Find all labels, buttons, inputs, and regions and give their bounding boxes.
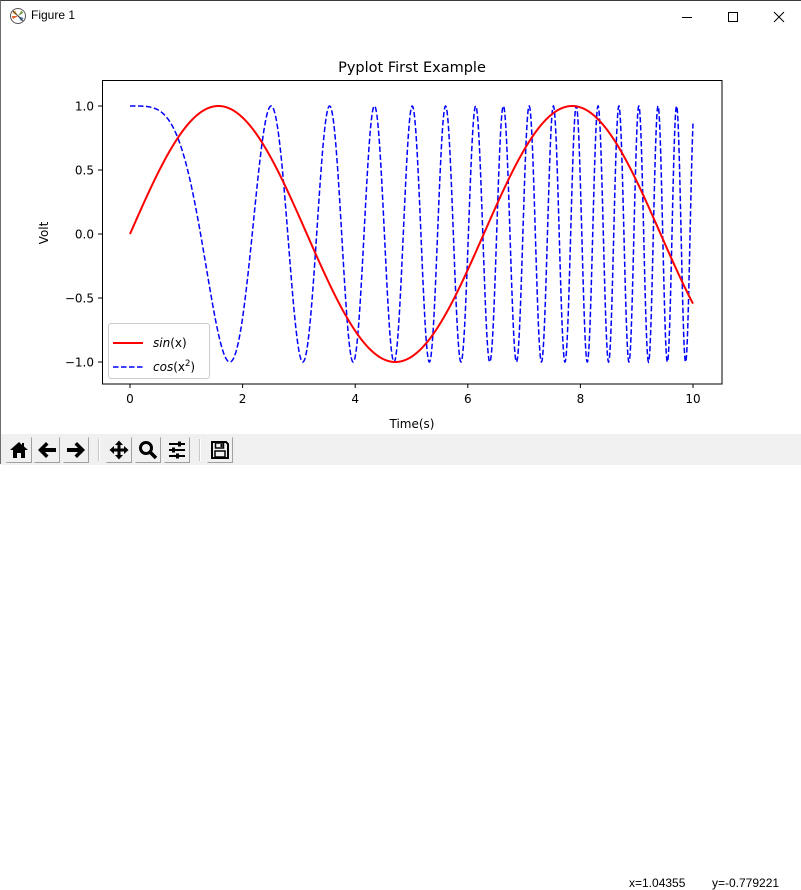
x-tick-label: 2 [239, 392, 247, 406]
back-button[interactable] [34, 437, 60, 463]
legend-sin-label: sin(x) [153, 336, 187, 350]
x-tick-label: 0 [126, 392, 134, 406]
floppy-disk-icon [211, 441, 229, 459]
maximize-icon [728, 11, 738, 22]
arrow-right-icon [67, 442, 85, 458]
minimize-button[interactable] [664, 1, 710, 32]
series-sin-x-line [129, 105, 694, 363]
x-tick-label: 6 [464, 392, 472, 406]
close-icon [773, 11, 785, 22]
magnifier-icon [139, 441, 158, 460]
toolbar-separator [98, 439, 100, 461]
arrow-left-icon [38, 442, 56, 458]
cursor-x-coordinate: x=1.04355 [629, 876, 686, 890]
x-axis-label: Time(s) [389, 417, 435, 431]
home-icon [10, 442, 28, 458]
zoom-button[interactable] [135, 437, 161, 463]
toolbar-separator [199, 439, 201, 461]
figure-canvas[interactable]: Pyplot First Example 0 2 4 6 8 10 1.0 0.5 0.0 −0… [1, 32, 801, 434]
y-tick-label: 0.5 [75, 164, 94, 178]
x-axis: 0 2 4 6 8 10 [126, 384, 701, 406]
close-button[interactable] [756, 1, 801, 32]
x-tick-label: 10 [685, 392, 700, 406]
y-tick-label: −0.5 [65, 292, 94, 306]
axes-frame [102, 80, 723, 385]
home-button[interactable] [6, 437, 32, 463]
y-tick-label: 1.0 [75, 100, 94, 114]
y-tick-label: 0.0 [75, 228, 94, 242]
save-button[interactable] [207, 437, 233, 463]
move-icon [109, 440, 129, 460]
series-cos-x2-line [130, 104, 694, 364]
cursor-y-coordinate: y=-0.779221 [712, 876, 780, 890]
forward-button[interactable] [63, 437, 89, 463]
legend-box [108, 323, 210, 379]
navigation-toolbar: x=1.04355 y=-0.779221 [1, 434, 801, 890]
sliders-icon [169, 441, 185, 459]
minimize-icon [682, 16, 692, 18]
y-axis-label: Volt [37, 221, 51, 244]
x-tick-label: 4 [351, 392, 359, 406]
legend-cos-label: cos(x2) [153, 359, 195, 374]
pan-button[interactable] [106, 437, 132, 463]
y-tick-label: −1.0 [65, 356, 94, 370]
chart-title: Pyplot First Example [338, 60, 486, 76]
window-title: Figure 1 [31, 8, 76, 22]
legend[interactable]: sin(x) cos(x2) [108, 323, 210, 379]
maximize-button[interactable] [710, 1, 756, 32]
matplotlib-logo-icon [10, 8, 26, 24]
configure-subplots-button[interactable] [164, 437, 190, 463]
x-tick-label: 8 [577, 392, 585, 406]
y-axis: 1.0 0.5 0.0 −0.5 −1.0 [65, 100, 102, 370]
title-bar[interactable]: Figure 1 [1, 1, 801, 32]
